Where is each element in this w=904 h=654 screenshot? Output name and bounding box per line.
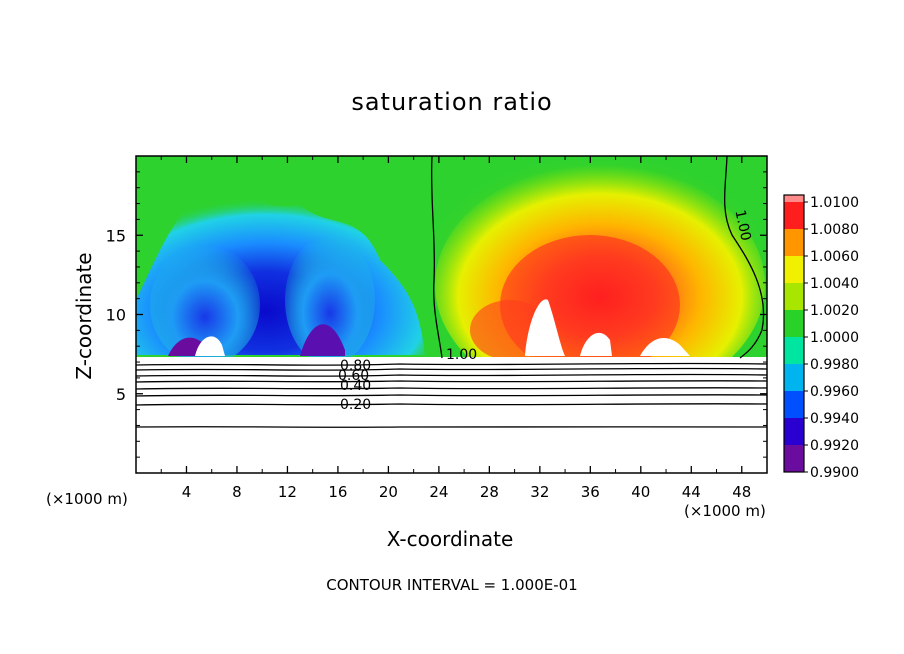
contour-label-0.60: 0.60 xyxy=(338,368,369,384)
contour-label-1.00-right: 1.00 xyxy=(732,209,754,243)
x-tick-label: 32 xyxy=(530,483,549,501)
x-tick-label: 36 xyxy=(581,483,600,501)
colorbar-label: 1.0080 xyxy=(810,222,859,238)
x-tick-label: 24 xyxy=(429,483,448,501)
colorbar-swatch xyxy=(784,283,804,310)
contour-0.30 xyxy=(136,394,767,397)
cloud-hole-1 xyxy=(525,299,565,356)
field-purple-right xyxy=(300,324,345,356)
x-axis-label: X-coordinate xyxy=(386,527,514,551)
x-tick-label: 8 xyxy=(232,483,242,501)
contour-0.10 xyxy=(136,426,767,428)
colorbar-swatch xyxy=(784,391,804,418)
contour-0.20 xyxy=(136,403,767,406)
x-tick-label: 28 xyxy=(480,483,499,501)
contour-label-1.00-left: 1.00 xyxy=(446,347,477,363)
colorbar-swatch xyxy=(784,337,804,364)
y-tick-label: 10 xyxy=(106,306,126,325)
cloud-hole-3 xyxy=(640,338,690,356)
contour-lines xyxy=(136,156,767,428)
chart-title: saturation ratio xyxy=(351,88,553,116)
x-unit-label-right: (×1000 m) xyxy=(684,502,766,520)
colorbar-label: 1.0040 xyxy=(810,276,859,292)
colorbar-swatch xyxy=(784,364,804,391)
contour-label-0.40: 0.40 xyxy=(340,378,371,394)
colorbar-label: 1.0020 xyxy=(810,303,859,319)
colorbar-swatch-top xyxy=(784,195,804,202)
contour-0.70 xyxy=(136,367,767,371)
colorbar-label: 0.9900 xyxy=(810,465,859,481)
lower-region xyxy=(136,357,767,473)
colorbar-label: 0.9920 xyxy=(810,438,859,454)
colorbar-swatch xyxy=(784,229,804,256)
x-tick-label: 20 xyxy=(379,483,398,501)
y-tick-label: 5 xyxy=(116,385,126,404)
x-tick-label: 44 xyxy=(682,483,701,501)
colorbar-label: 1.0100 xyxy=(810,195,859,211)
colorbar-swatch xyxy=(784,202,804,229)
cloud-hole-2 xyxy=(580,332,612,356)
contour-0.60 xyxy=(136,373,767,377)
cloud-hole-4 xyxy=(195,336,225,356)
colorbar: 0.9900 0.9920 0.9940 0.9960 0.9980 1.0000 1.00… xyxy=(783,194,859,481)
x-tick-label: 4 xyxy=(182,483,192,501)
x-tick-label: 16 xyxy=(328,483,347,501)
field-layer xyxy=(136,156,767,473)
colorbar-label: 0.9980 xyxy=(810,357,859,373)
contour-interval-note: CONTOUR INTERVAL = 1.000E-01 xyxy=(326,576,578,594)
x-tick-label: 40 xyxy=(631,483,650,501)
colorbar-label: 1.0060 xyxy=(810,249,859,265)
colorbar-swatch xyxy=(784,418,804,445)
contour-1.00-right xyxy=(723,156,765,359)
colorbar-swatch xyxy=(784,310,804,337)
contour-0.40 xyxy=(136,387,767,390)
x-tick-label: 48 xyxy=(732,483,751,501)
colorbar-frame xyxy=(783,194,805,473)
y-tick-label: 15 xyxy=(106,226,126,245)
contour-label-0.80: 0.80 xyxy=(340,358,371,374)
colorbar-label: 0.9940 xyxy=(810,411,859,427)
contour-1.00-left xyxy=(430,156,443,359)
field-purple-left xyxy=(168,337,205,356)
colorbar-swatch xyxy=(784,256,804,283)
x-tick-label: 12 xyxy=(278,483,297,501)
x-unit-label-left: (×1000 m) xyxy=(46,490,128,508)
colorbar-label: 1.0000 xyxy=(810,330,859,346)
field-blue-core-left xyxy=(150,245,260,365)
contour-0.50 xyxy=(136,380,767,383)
field-blue-core-right xyxy=(285,235,375,365)
colorbar-label: 0.9960 xyxy=(810,384,859,400)
contour-0.80 xyxy=(136,362,767,366)
contour-label-0.20: 0.20 xyxy=(340,397,371,413)
colorbar-swatch xyxy=(784,445,804,472)
